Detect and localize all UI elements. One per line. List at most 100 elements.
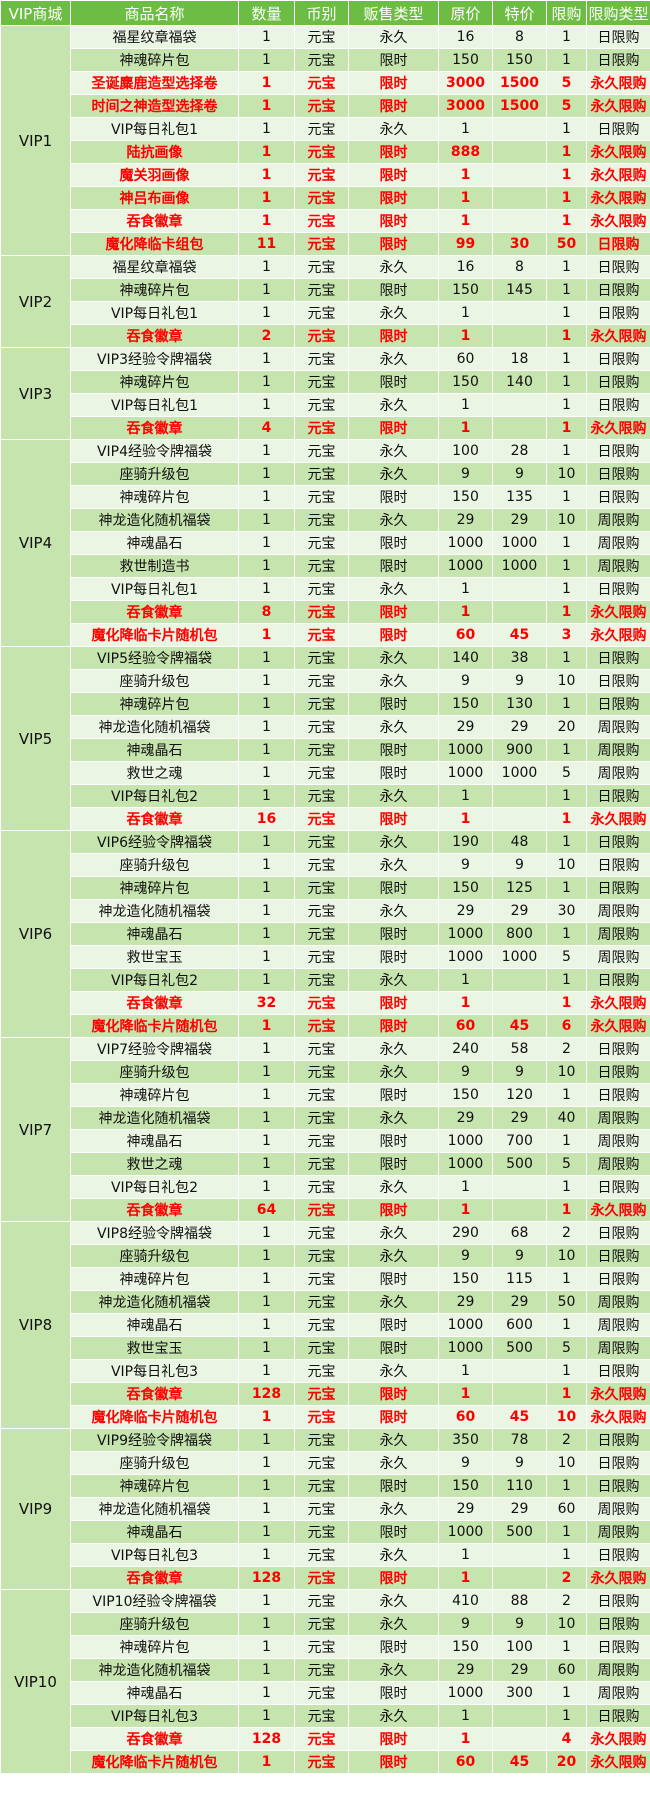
currency-cell: 元宝	[294, 1290, 349, 1314]
item-name-cell: 神龙造化随机福袋	[70, 715, 239, 739]
limit-type-cell: 日限购	[586, 577, 650, 601]
limit-type-cell: 周限购	[586, 1336, 650, 1360]
original-price-cell: 1	[438, 1543, 493, 1567]
special-price-cell: 29	[492, 1658, 547, 1682]
quantity-cell: 1	[238, 623, 295, 647]
limit-cell: 10	[546, 1612, 587, 1636]
special-price-cell: 68	[492, 1221, 547, 1245]
limit-cell: 20	[546, 1750, 587, 1774]
special-price-cell: 150	[492, 48, 547, 72]
table-row: 吞食徽章 64 元宝 限时 1 1 永久限购	[1, 1198, 650, 1222]
item-name-cell: VIP6经验令牌福袋	[70, 830, 239, 854]
quantity-cell: 1	[238, 209, 295, 233]
special-price-cell: 45	[492, 1750, 547, 1774]
table-row: 神龙造化随机福袋 1 元宝 永久 29 29 40 周限购	[1, 1106, 650, 1130]
item-name-cell: 神魂碎片包	[70, 1267, 239, 1291]
currency-cell: 元宝	[294, 1382, 349, 1406]
vip-tier-cell: VIP5	[0, 646, 71, 831]
currency-cell: 元宝	[294, 646, 349, 670]
currency-cell: 元宝	[294, 991, 349, 1015]
item-name-cell: 神魂碎片包	[70, 1083, 239, 1107]
table-row: 神龙造化随机福袋 1 元宝 永久 29 29 30 周限购	[1, 899, 650, 923]
original-price-cell: 350	[438, 1428, 493, 1452]
limit-type-cell: 永久限购	[586, 1198, 650, 1222]
table-row: 吞食徽章 128 元宝 限时 1 2 永久限购	[1, 1566, 650, 1590]
sale-type-cell: 永久	[348, 1175, 439, 1199]
quantity-cell: 1	[238, 1014, 295, 1038]
limit-type-cell: 日限购	[586, 347, 650, 371]
item-name-cell: VIP每日礼包1	[70, 577, 239, 601]
limit-cell: 1	[546, 324, 587, 348]
table-row: 神龙造化随机福袋 1 元宝 永久 29 29 60 周限购	[1, 1658, 650, 1682]
special-price-cell: 45	[492, 1405, 547, 1429]
special-price-cell: 110	[492, 1474, 547, 1498]
limit-type-cell: 永久限购	[586, 600, 650, 624]
original-price-cell: 1000	[438, 1313, 493, 1337]
limit-cell: 1	[546, 48, 587, 72]
table-row: 救世之魂 1 元宝 限时 1000 1000 5 周限购	[1, 761, 650, 785]
original-price-cell: 29	[438, 1497, 493, 1521]
quantity-cell: 1	[238, 48, 295, 72]
quantity-cell: 32	[238, 991, 295, 1015]
limit-type-cell: 日限购	[586, 301, 650, 325]
limit-cell: 1	[546, 163, 587, 187]
table-row: 神吕布画像 1 元宝 限时 1 1 永久限购	[1, 186, 650, 210]
table-row: 救世宝玉 1 元宝 限时 1000 500 5 周限购	[1, 1336, 650, 1360]
currency-cell: 元宝	[294, 439, 349, 463]
original-price-cell: 1	[438, 416, 493, 440]
table-row: VIP每日礼包3 1 元宝 永久 1 1 日限购	[1, 1359, 650, 1383]
currency-cell: 元宝	[294, 163, 349, 187]
limit-type-cell: 日限购	[586, 646, 650, 670]
limit-type-cell: 日限购	[586, 1060, 650, 1084]
limit-cell: 1	[546, 370, 587, 394]
table-row: 吞食徽章 32 元宝 限时 1 1 永久限购	[1, 991, 650, 1015]
original-price-cell: 60	[438, 1014, 493, 1038]
header-item-name: 商品名称	[70, 0, 239, 26]
sale-type-cell: 限时	[348, 738, 439, 762]
sale-type-cell: 永久	[348, 830, 439, 854]
currency-cell: 元宝	[294, 1704, 349, 1728]
table-row: 神龙造化随机福袋 1 元宝 永久 29 29 60 周限购	[1, 1497, 650, 1521]
table-row: 魔关羽画像 1 元宝 限时 1 1 永久限购	[1, 163, 650, 187]
original-price-cell: 1000	[438, 1129, 493, 1153]
special-price-cell	[492, 600, 547, 624]
item-name-cell: 神魂碎片包	[70, 370, 239, 394]
limit-cell: 10	[546, 853, 587, 877]
limit-cell: 30	[546, 899, 587, 923]
sale-type-cell: 限时	[348, 600, 439, 624]
special-price-cell: 9	[492, 1244, 547, 1268]
original-price-cell: 9	[438, 1244, 493, 1268]
sale-type-cell: 永久	[348, 1290, 439, 1314]
currency-cell: 元宝	[294, 853, 349, 877]
item-name-cell: VIP4经验令牌福袋	[70, 439, 239, 463]
table-row: 神魂碎片包 1 元宝 限时 150 125 1 日限购	[1, 876, 650, 900]
original-price-cell: 1	[438, 1704, 493, 1728]
sale-type-cell: 限时	[348, 232, 439, 256]
item-name-cell: 神龙造化随机福袋	[70, 508, 239, 532]
special-price-cell	[492, 1566, 547, 1590]
table-row: VIP每日礼包1 1 元宝 永久 1 1 日限购	[1, 117, 650, 141]
sale-type-cell: 限时	[348, 140, 439, 164]
sale-type-cell: 永久	[348, 462, 439, 486]
limit-type-cell: 日限购	[586, 117, 650, 141]
currency-cell: 元宝	[294, 117, 349, 141]
quantity-cell: 1	[238, 577, 295, 601]
limit-type-cell: 日限购	[586, 1428, 650, 1452]
item-name-cell: 神魂晶石	[70, 738, 239, 762]
special-price-cell: 9	[492, 853, 547, 877]
item-name-cell: 神魂碎片包	[70, 485, 239, 509]
sale-type-cell: 限时	[348, 1474, 439, 1498]
currency-cell: 元宝	[294, 669, 349, 693]
header-original-price: 原价	[438, 0, 493, 26]
currency-cell: 元宝	[294, 1359, 349, 1383]
quantity-cell: 1	[238, 1106, 295, 1130]
limit-cell: 5	[546, 94, 587, 118]
header-vip-shop: VIP商城	[0, 0, 71, 26]
limit-cell: 60	[546, 1658, 587, 1682]
limit-cell: 1	[546, 830, 587, 854]
sale-type-cell: 限时	[348, 991, 439, 1015]
limit-cell: 1	[546, 922, 587, 946]
special-price-cell: 18	[492, 347, 547, 371]
table-row: 神魂晶石 1 元宝 限时 1000 800 1 周限购	[1, 922, 650, 946]
original-price-cell: 888	[438, 140, 493, 164]
